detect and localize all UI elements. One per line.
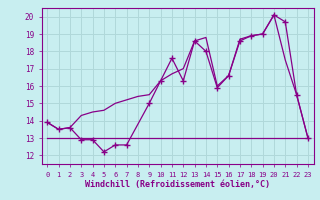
- X-axis label: Windchill (Refroidissement éolien,°C): Windchill (Refroidissement éolien,°C): [85, 180, 270, 189]
